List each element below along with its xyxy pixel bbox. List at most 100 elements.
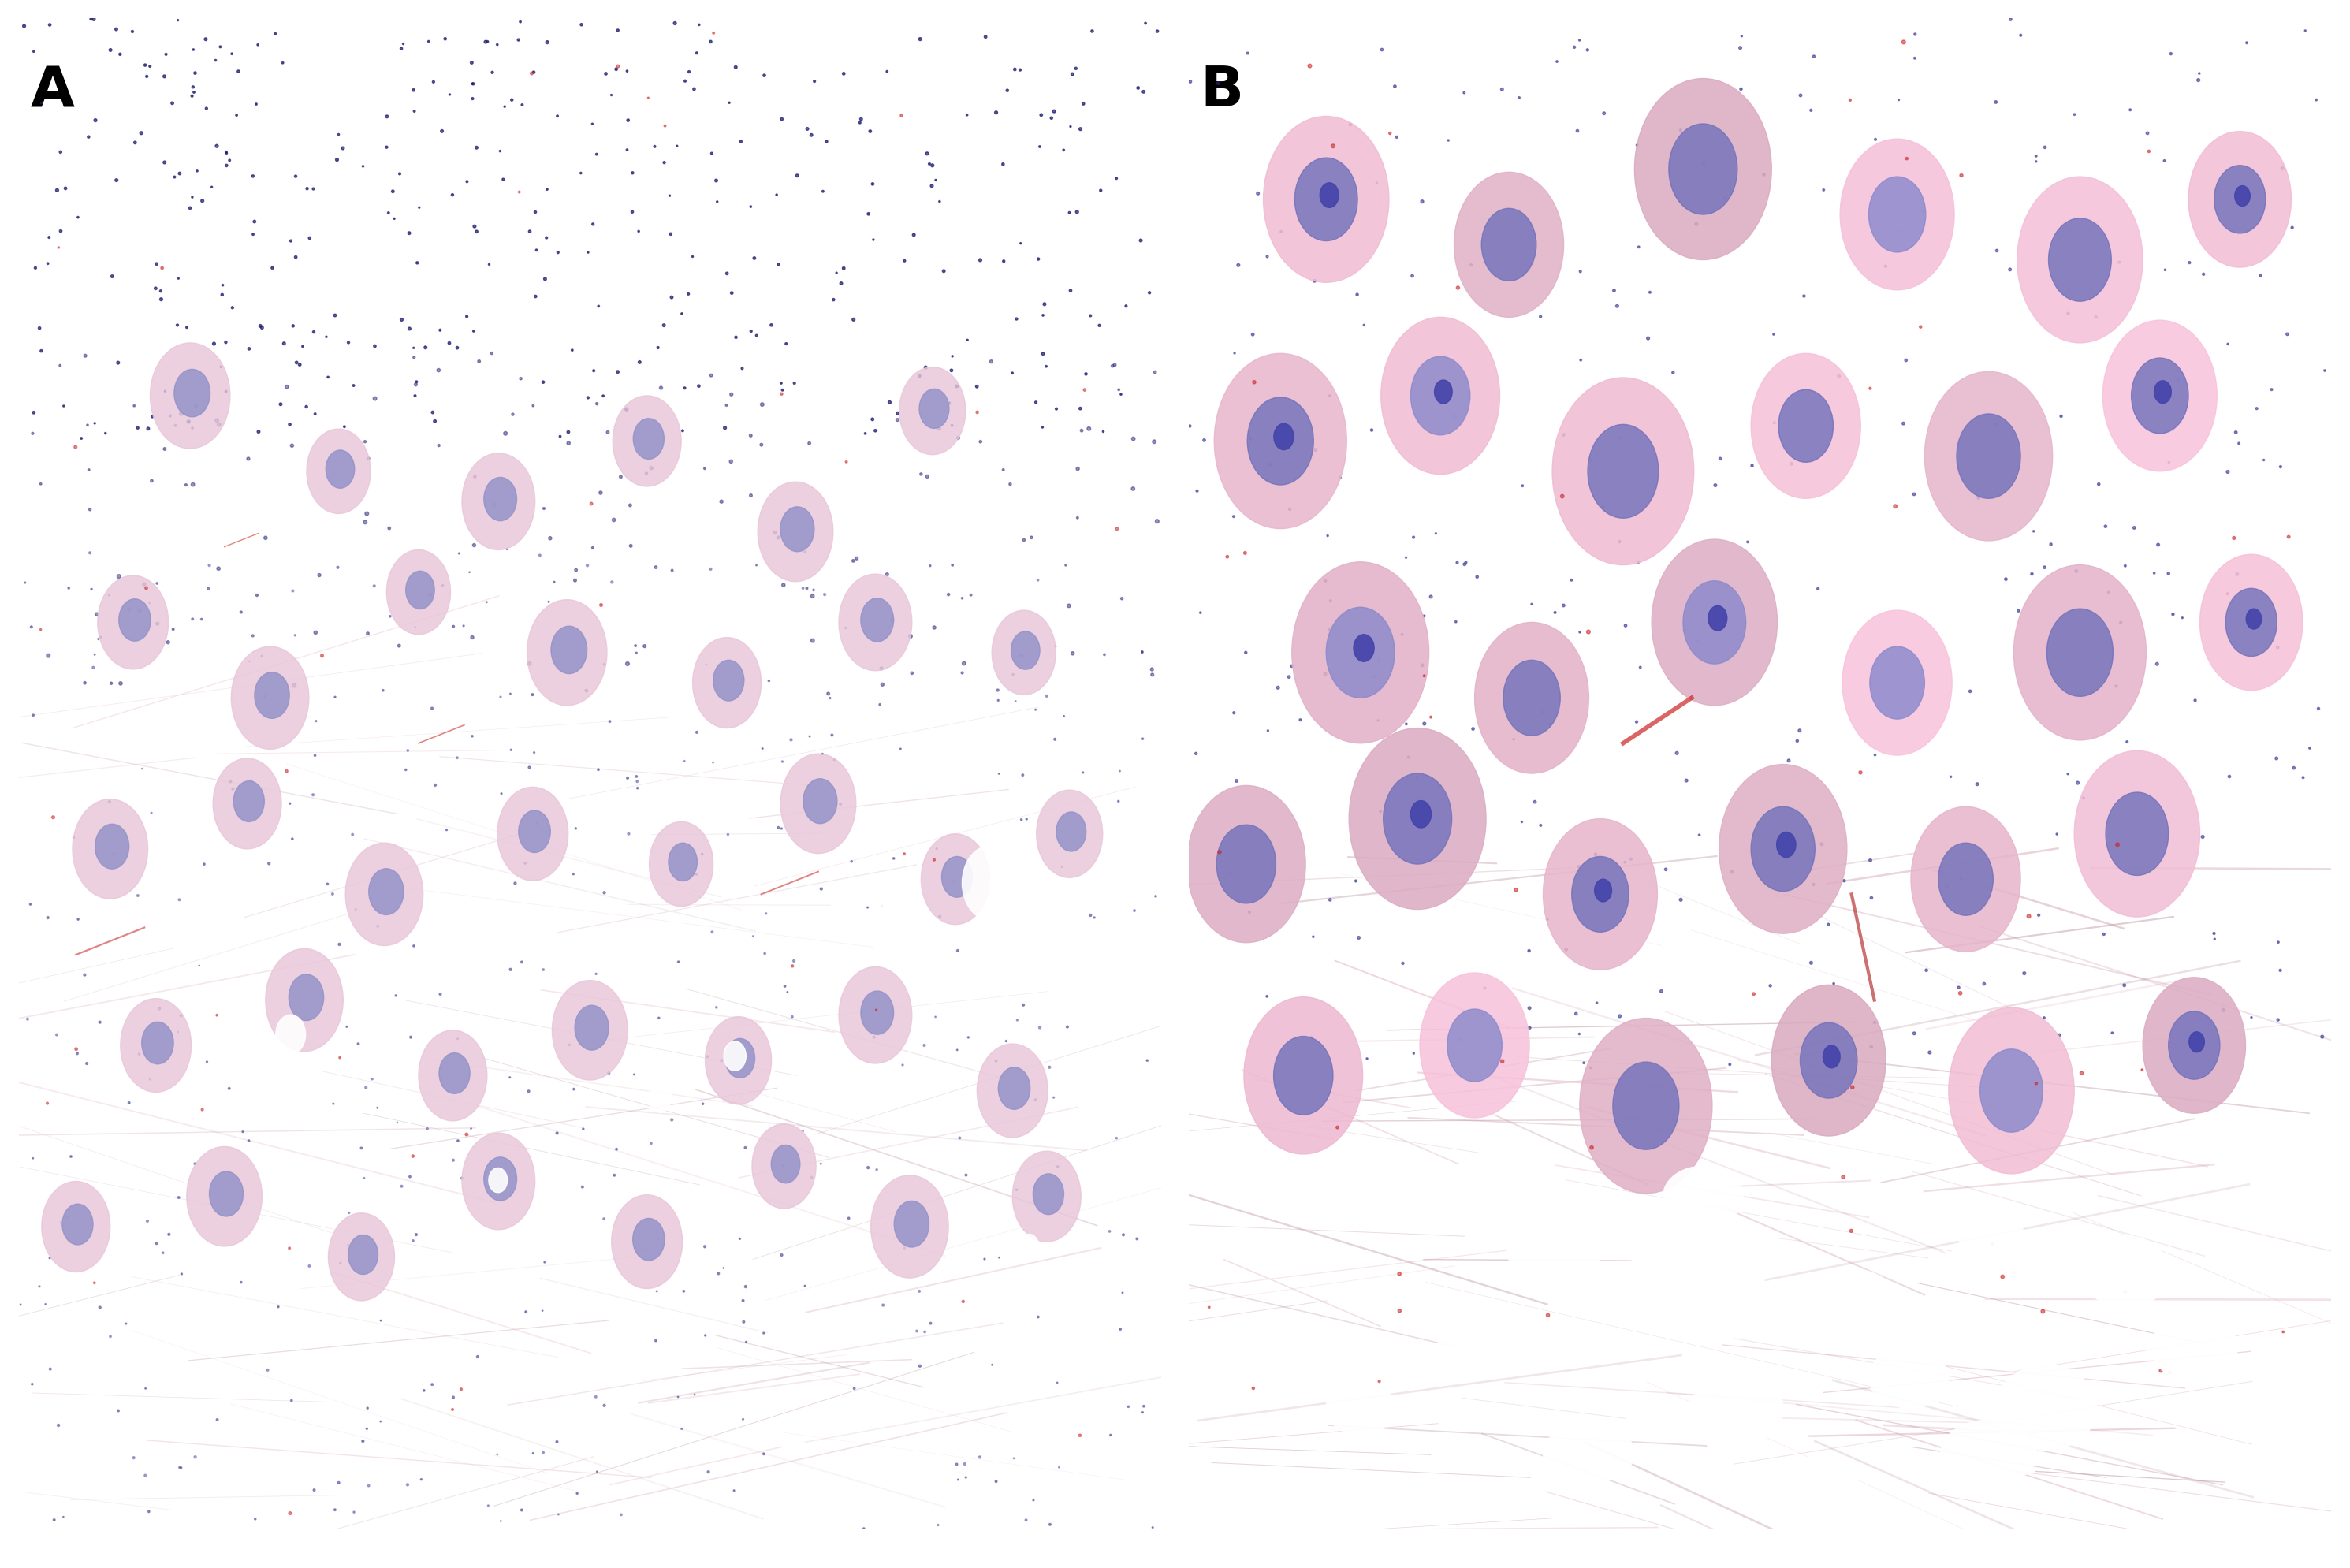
- Point: [1036, 635, 1074, 660]
- Point: [273, 434, 310, 459]
- Point: [414, 400, 451, 425]
- Point: [917, 1005, 954, 1030]
- Point: [1901, 315, 1939, 340]
- Point: [881, 737, 919, 762]
- Point: [454, 50, 491, 75]
- Point: [92, 671, 129, 696]
- Text: A: A: [31, 64, 75, 119]
- Ellipse shape: [1544, 1424, 1636, 1483]
- Point: [776, 372, 813, 397]
- Circle shape: [1476, 622, 1589, 775]
- Point: [1911, 1040, 1948, 1065]
- Point: [125, 572, 162, 597]
- Point: [247, 525, 284, 550]
- Point: [315, 881, 352, 906]
- Point: [482, 781, 519, 806]
- Point: [658, 135, 696, 160]
- Point: [1121, 229, 1159, 254]
- Point: [2042, 405, 2080, 430]
- Point: [331, 1201, 369, 1226]
- Point: [698, 996, 736, 1021]
- Point: [1114, 426, 1152, 452]
- Point: [529, 590, 566, 615]
- Point: [813, 723, 851, 748]
- Point: [1069, 417, 1107, 442]
- Point: [595, 508, 632, 533]
- Point: [618, 764, 656, 789]
- Ellipse shape: [1692, 1370, 1784, 1446]
- Point: [573, 536, 611, 561]
- Point: [595, 1163, 632, 1189]
- Circle shape: [186, 1146, 263, 1247]
- Point: [907, 1320, 945, 1345]
- Point: [2009, 905, 2047, 930]
- Circle shape: [1683, 582, 1746, 665]
- Point: [578, 1460, 616, 1485]
- Point: [115, 130, 153, 155]
- Point: [143, 1240, 181, 1265]
- Point: [1062, 419, 1100, 444]
- Point: [1337, 869, 1375, 894]
- Point: [947, 1452, 985, 1477]
- Point: [21, 472, 59, 497]
- Point: [902, 463, 940, 488]
- Point: [482, 685, 519, 710]
- Text: B: B: [1201, 64, 1243, 119]
- Circle shape: [1434, 381, 1452, 405]
- Circle shape: [73, 800, 148, 898]
- Point: [275, 579, 313, 604]
- Point: [663, 419, 700, 444]
- Point: [717, 55, 754, 80]
- Point: [686, 456, 724, 481]
- Point: [1417, 522, 1455, 547]
- Circle shape: [1636, 80, 1772, 260]
- Point: [435, 1148, 472, 1173]
- Point: [400, 196, 437, 221]
- Point: [1857, 743, 1894, 768]
- Point: [207, 379, 244, 405]
- Point: [773, 953, 811, 978]
- Point: [1135, 430, 1173, 455]
- Point: [865, 894, 902, 919]
- Point: [35, 804, 73, 829]
- Point: [2000, 599, 2037, 624]
- Point: [1781, 83, 1819, 108]
- Circle shape: [1958, 414, 2021, 499]
- Point: [296, 320, 334, 345]
- Point: [1220, 254, 1257, 279]
- Point: [14, 702, 52, 728]
- Point: [211, 770, 249, 795]
- Point: [134, 469, 172, 494]
- Point: [1008, 808, 1046, 833]
- Point: [42, 140, 80, 165]
- Point: [1135, 1515, 1173, 1540]
- Point: [759, 525, 797, 550]
- Point: [757, 183, 794, 209]
- Point: [491, 682, 529, 707]
- Point: [127, 575, 165, 601]
- Circle shape: [484, 1157, 517, 1201]
- Point: [2023, 1298, 2061, 1323]
- Point: [70, 541, 108, 566]
- Point: [933, 345, 971, 370]
- Circle shape: [780, 508, 813, 552]
- Point: [1060, 456, 1097, 481]
- Point: [125, 757, 162, 782]
- Circle shape: [1842, 610, 1953, 756]
- Point: [512, 61, 550, 86]
- Point: [1208, 544, 1246, 569]
- Point: [21, 317, 59, 342]
- Point: [1990, 257, 2028, 282]
- Point: [421, 433, 458, 458]
- Point: [1215, 701, 1253, 726]
- Point: [204, 273, 242, 298]
- Point: [7, 571, 45, 596]
- Point: [917, 848, 954, 873]
- Point: [764, 378, 801, 403]
- Circle shape: [519, 811, 550, 853]
- Point: [1250, 453, 1288, 478]
- Circle shape: [489, 1168, 508, 1193]
- Point: [524, 1439, 562, 1465]
- Point: [766, 974, 804, 999]
- Point: [320, 555, 357, 580]
